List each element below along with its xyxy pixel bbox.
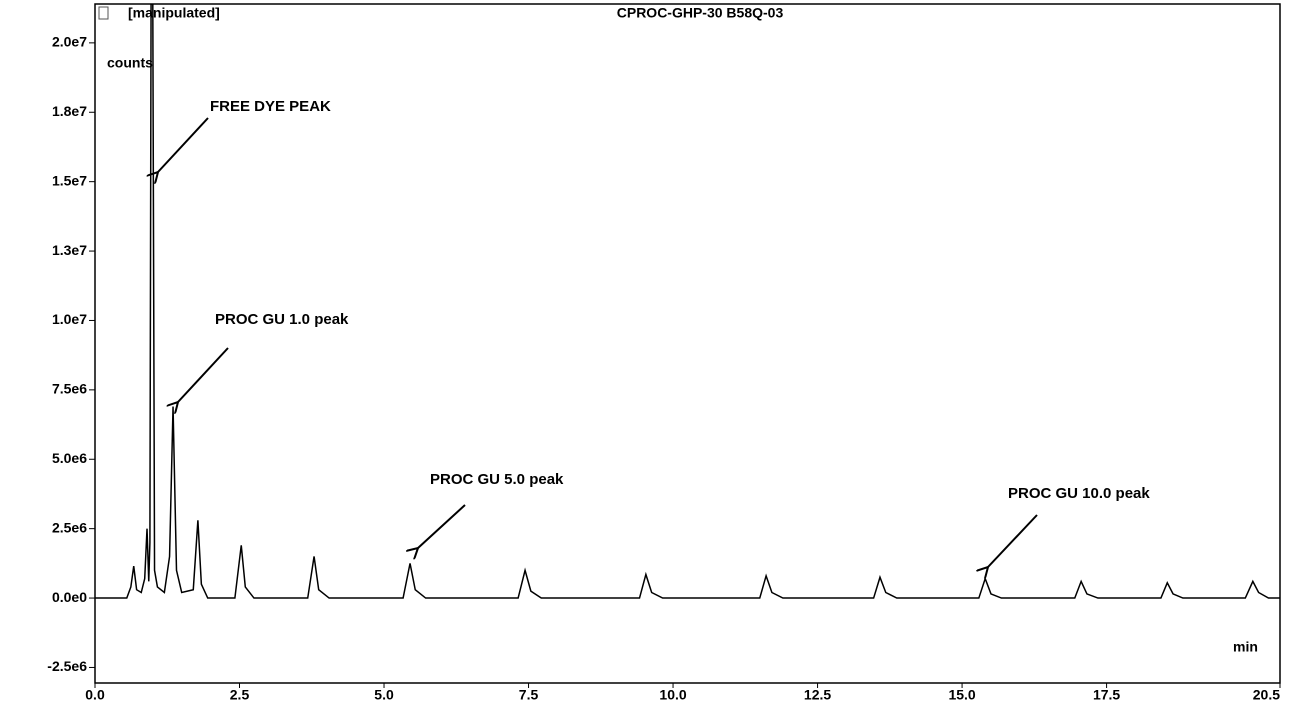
- annotation: PROC GU 10.0 peak: [1008, 485, 1150, 502]
- y-tick-label: 5.0e6: [52, 450, 87, 466]
- annotation: PROC GU 5.0 peak: [430, 471, 564, 488]
- arrow: [158, 117, 209, 172]
- arrow: [178, 347, 229, 402]
- y-tick-label: 7.5e6: [52, 381, 87, 397]
- x-tick-label: 20.5: [1253, 687, 1280, 703]
- x-tick-label: 7.5: [519, 687, 539, 703]
- y-tick-label: 1.5e7: [52, 172, 87, 188]
- x-axis-label: min: [1233, 639, 1258, 655]
- x-tick-label: 0.0: [85, 687, 105, 703]
- trace: [95, 4, 1280, 599]
- y-tick-label: 2.5e6: [52, 519, 87, 535]
- arrow: [988, 514, 1038, 567]
- x-tick-label: 10.0: [659, 687, 686, 703]
- x-tick-label: 17.5: [1093, 687, 1120, 703]
- status: [manipulated]: [128, 5, 220, 21]
- x-tick-label: 5.0: [374, 687, 394, 703]
- y-tick-label: 0.0e0: [52, 589, 87, 605]
- chart-title: CPROC-GHP-30 B58Q-03: [617, 5, 784, 21]
- y-tick-label: 1.3e7: [52, 242, 87, 258]
- x-tick-label: 12.5: [804, 687, 831, 703]
- y-tick-label: -2.5e6: [47, 658, 87, 674]
- y-tick-label: 1.0e7: [52, 311, 87, 327]
- annotation: PROC GU 1.0 peak: [215, 311, 349, 328]
- y-tick-label: 2.0e7: [52, 34, 87, 50]
- arrow: [418, 504, 466, 548]
- y-axis-label: counts: [107, 55, 153, 71]
- status-icon: [98, 6, 109, 20]
- x-tick-label: 15.0: [948, 687, 975, 703]
- plot-frame: [94, 3, 1281, 684]
- y-tick-label: 1.8e7: [52, 103, 87, 119]
- annotation: FREE DYE PEAK: [210, 98, 331, 115]
- x-tick-label: 2.5: [230, 687, 250, 703]
